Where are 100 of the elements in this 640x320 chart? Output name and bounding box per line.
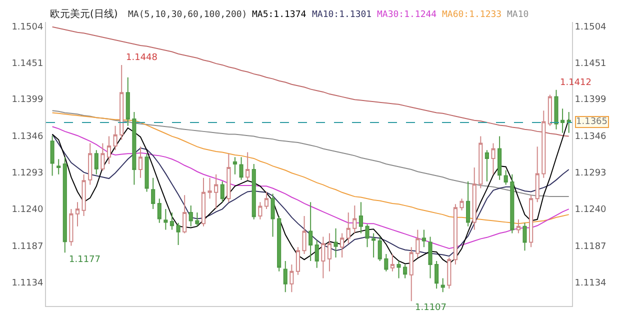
text: MA(5,10,30,60,100,200) xyxy=(128,10,248,20)
candlestick xyxy=(352,205,357,234)
candlestick xyxy=(308,202,313,262)
candlestick xyxy=(113,125,118,151)
y2-tick-label: 1.1187 xyxy=(574,242,606,252)
y2-tick-label: 1.1504 xyxy=(574,22,607,32)
candlestick xyxy=(384,254,388,272)
candlestick xyxy=(277,215,282,272)
candlestick xyxy=(62,156,67,254)
line-series xyxy=(52,118,570,264)
y2-tick-label: 1.1346 xyxy=(574,132,607,142)
y-tick-label: 1.1399 xyxy=(12,95,44,106)
y2-tick-label: 1.1240 xyxy=(574,205,607,216)
y2-tick-label: 1.1293 xyxy=(574,168,606,178)
candlestick xyxy=(82,174,86,216)
y-tick-label: 1.1293 xyxy=(12,168,44,178)
candlestick xyxy=(535,146,540,203)
candlestick xyxy=(434,260,439,290)
candlestick xyxy=(372,232,376,258)
y-tick-label: 1.1187 xyxy=(12,242,44,252)
candlestick xyxy=(296,246,300,276)
annotation: 1.1107 xyxy=(415,303,446,313)
candlestick xyxy=(510,174,514,234)
candlestick xyxy=(334,228,338,258)
candlestick xyxy=(151,177,156,210)
line-series xyxy=(52,112,570,224)
y-tick-label: 1.1504 xyxy=(12,22,44,32)
candlestick xyxy=(428,236,432,279)
candlestick xyxy=(409,246,414,302)
candlestick xyxy=(365,224,370,248)
candlestick xyxy=(69,208,74,246)
candlestick xyxy=(120,64,124,140)
candlestick xyxy=(164,208,168,230)
candlestick xyxy=(106,136,112,164)
candlestick xyxy=(498,136,502,180)
candlestick xyxy=(88,142,92,186)
candlestick xyxy=(132,112,136,186)
candlestick xyxy=(157,198,162,224)
candlestick xyxy=(460,198,464,211)
candlestick xyxy=(100,142,105,172)
candlestick xyxy=(522,222,527,252)
line-series xyxy=(52,110,570,198)
candlestick xyxy=(403,264,408,279)
candlestick xyxy=(75,202,80,227)
candlestick xyxy=(144,153,149,192)
y2-tick-label: 1.1399 xyxy=(574,95,607,106)
candlestick xyxy=(378,236,382,262)
candlestick xyxy=(447,257,452,290)
candlestick xyxy=(246,152,250,180)
y-tick-label: 1.1240 xyxy=(12,205,44,216)
candlestick xyxy=(270,193,275,238)
candlestick xyxy=(504,170,508,186)
candlestick xyxy=(484,150,489,182)
candlestick xyxy=(516,218,520,234)
candlestick xyxy=(358,202,364,234)
text: MA30:1.1244 xyxy=(377,10,437,20)
candlestick xyxy=(56,158,61,175)
candlestick xyxy=(290,264,294,293)
candlestick xyxy=(138,146,143,178)
candlestick xyxy=(548,94,552,126)
candlestick xyxy=(327,232,332,272)
candlestick xyxy=(314,240,319,268)
candlestick xyxy=(195,212,200,227)
candlestick xyxy=(529,194,534,248)
y-tick-label: 1.1134 xyxy=(12,278,44,289)
candlestick xyxy=(220,180,224,203)
chart-title: 欧元美元(日线) xyxy=(50,8,118,20)
candlestick xyxy=(346,212,350,244)
candlestick xyxy=(283,260,288,293)
text: MA10:1.1301 xyxy=(312,10,372,20)
candlestick xyxy=(390,254,395,272)
candlestick xyxy=(208,177,212,200)
candlestick xyxy=(182,194,187,234)
candlestick xyxy=(252,164,256,220)
candlestick xyxy=(170,212,174,230)
candlestick xyxy=(201,177,206,227)
candlestick xyxy=(321,236,326,279)
y-tick-label: 1.1346 xyxy=(12,132,44,142)
candlestick xyxy=(232,156,238,175)
candlestick xyxy=(491,142,496,175)
candlestick xyxy=(560,108,565,134)
y2-tick-label: 1.1451 xyxy=(574,59,606,70)
candlestick xyxy=(50,135,54,176)
candlestick xyxy=(478,136,483,189)
annotation: 1.1177 xyxy=(69,255,100,265)
candlestick xyxy=(422,229,426,248)
annotation: 1.1448 xyxy=(126,53,158,63)
candlestick xyxy=(542,110,546,178)
candlestick xyxy=(226,153,231,203)
candlestick xyxy=(440,278,445,293)
candlestick xyxy=(214,174,218,210)
candlestick xyxy=(466,180,470,227)
y2-tick-label: 1.1134 xyxy=(574,278,607,289)
text: MA60:1.1233 xyxy=(442,10,502,20)
candlestick xyxy=(126,76,130,126)
candlestick xyxy=(176,222,180,246)
candlestick xyxy=(302,215,306,255)
candlestick xyxy=(396,260,401,279)
candlestick xyxy=(416,229,420,258)
ref-line-label: 1.1365 xyxy=(576,117,608,127)
